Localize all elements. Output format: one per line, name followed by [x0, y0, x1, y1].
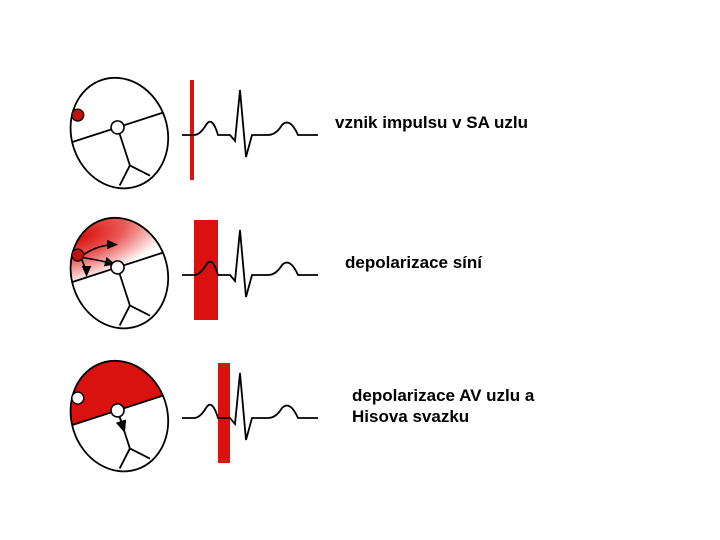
label-av-his: depolarizace AV uzlu a Hisova svazku [352, 385, 534, 428]
label-sa-impulse: vznik impulsu v SA uzlu [335, 112, 528, 133]
ecg-highlight-1 [190, 80, 194, 180]
ecg-waveform-icon [182, 90, 318, 157]
ecg-highlight-3 [218, 363, 230, 463]
ecg-waveform-icon [182, 373, 318, 440]
ecg-trace-1 [180, 75, 320, 185]
label-atrial-depol: depolarizace síní [345, 252, 482, 273]
heart-diagram-2 [60, 215, 180, 335]
heart-diagram-1 [60, 75, 180, 195]
ecg-trace-2 [180, 215, 320, 325]
heart-diagram-3 [60, 358, 180, 478]
ecg-trace-3 [180, 358, 320, 468]
ecg-highlight-2 [194, 220, 218, 320]
